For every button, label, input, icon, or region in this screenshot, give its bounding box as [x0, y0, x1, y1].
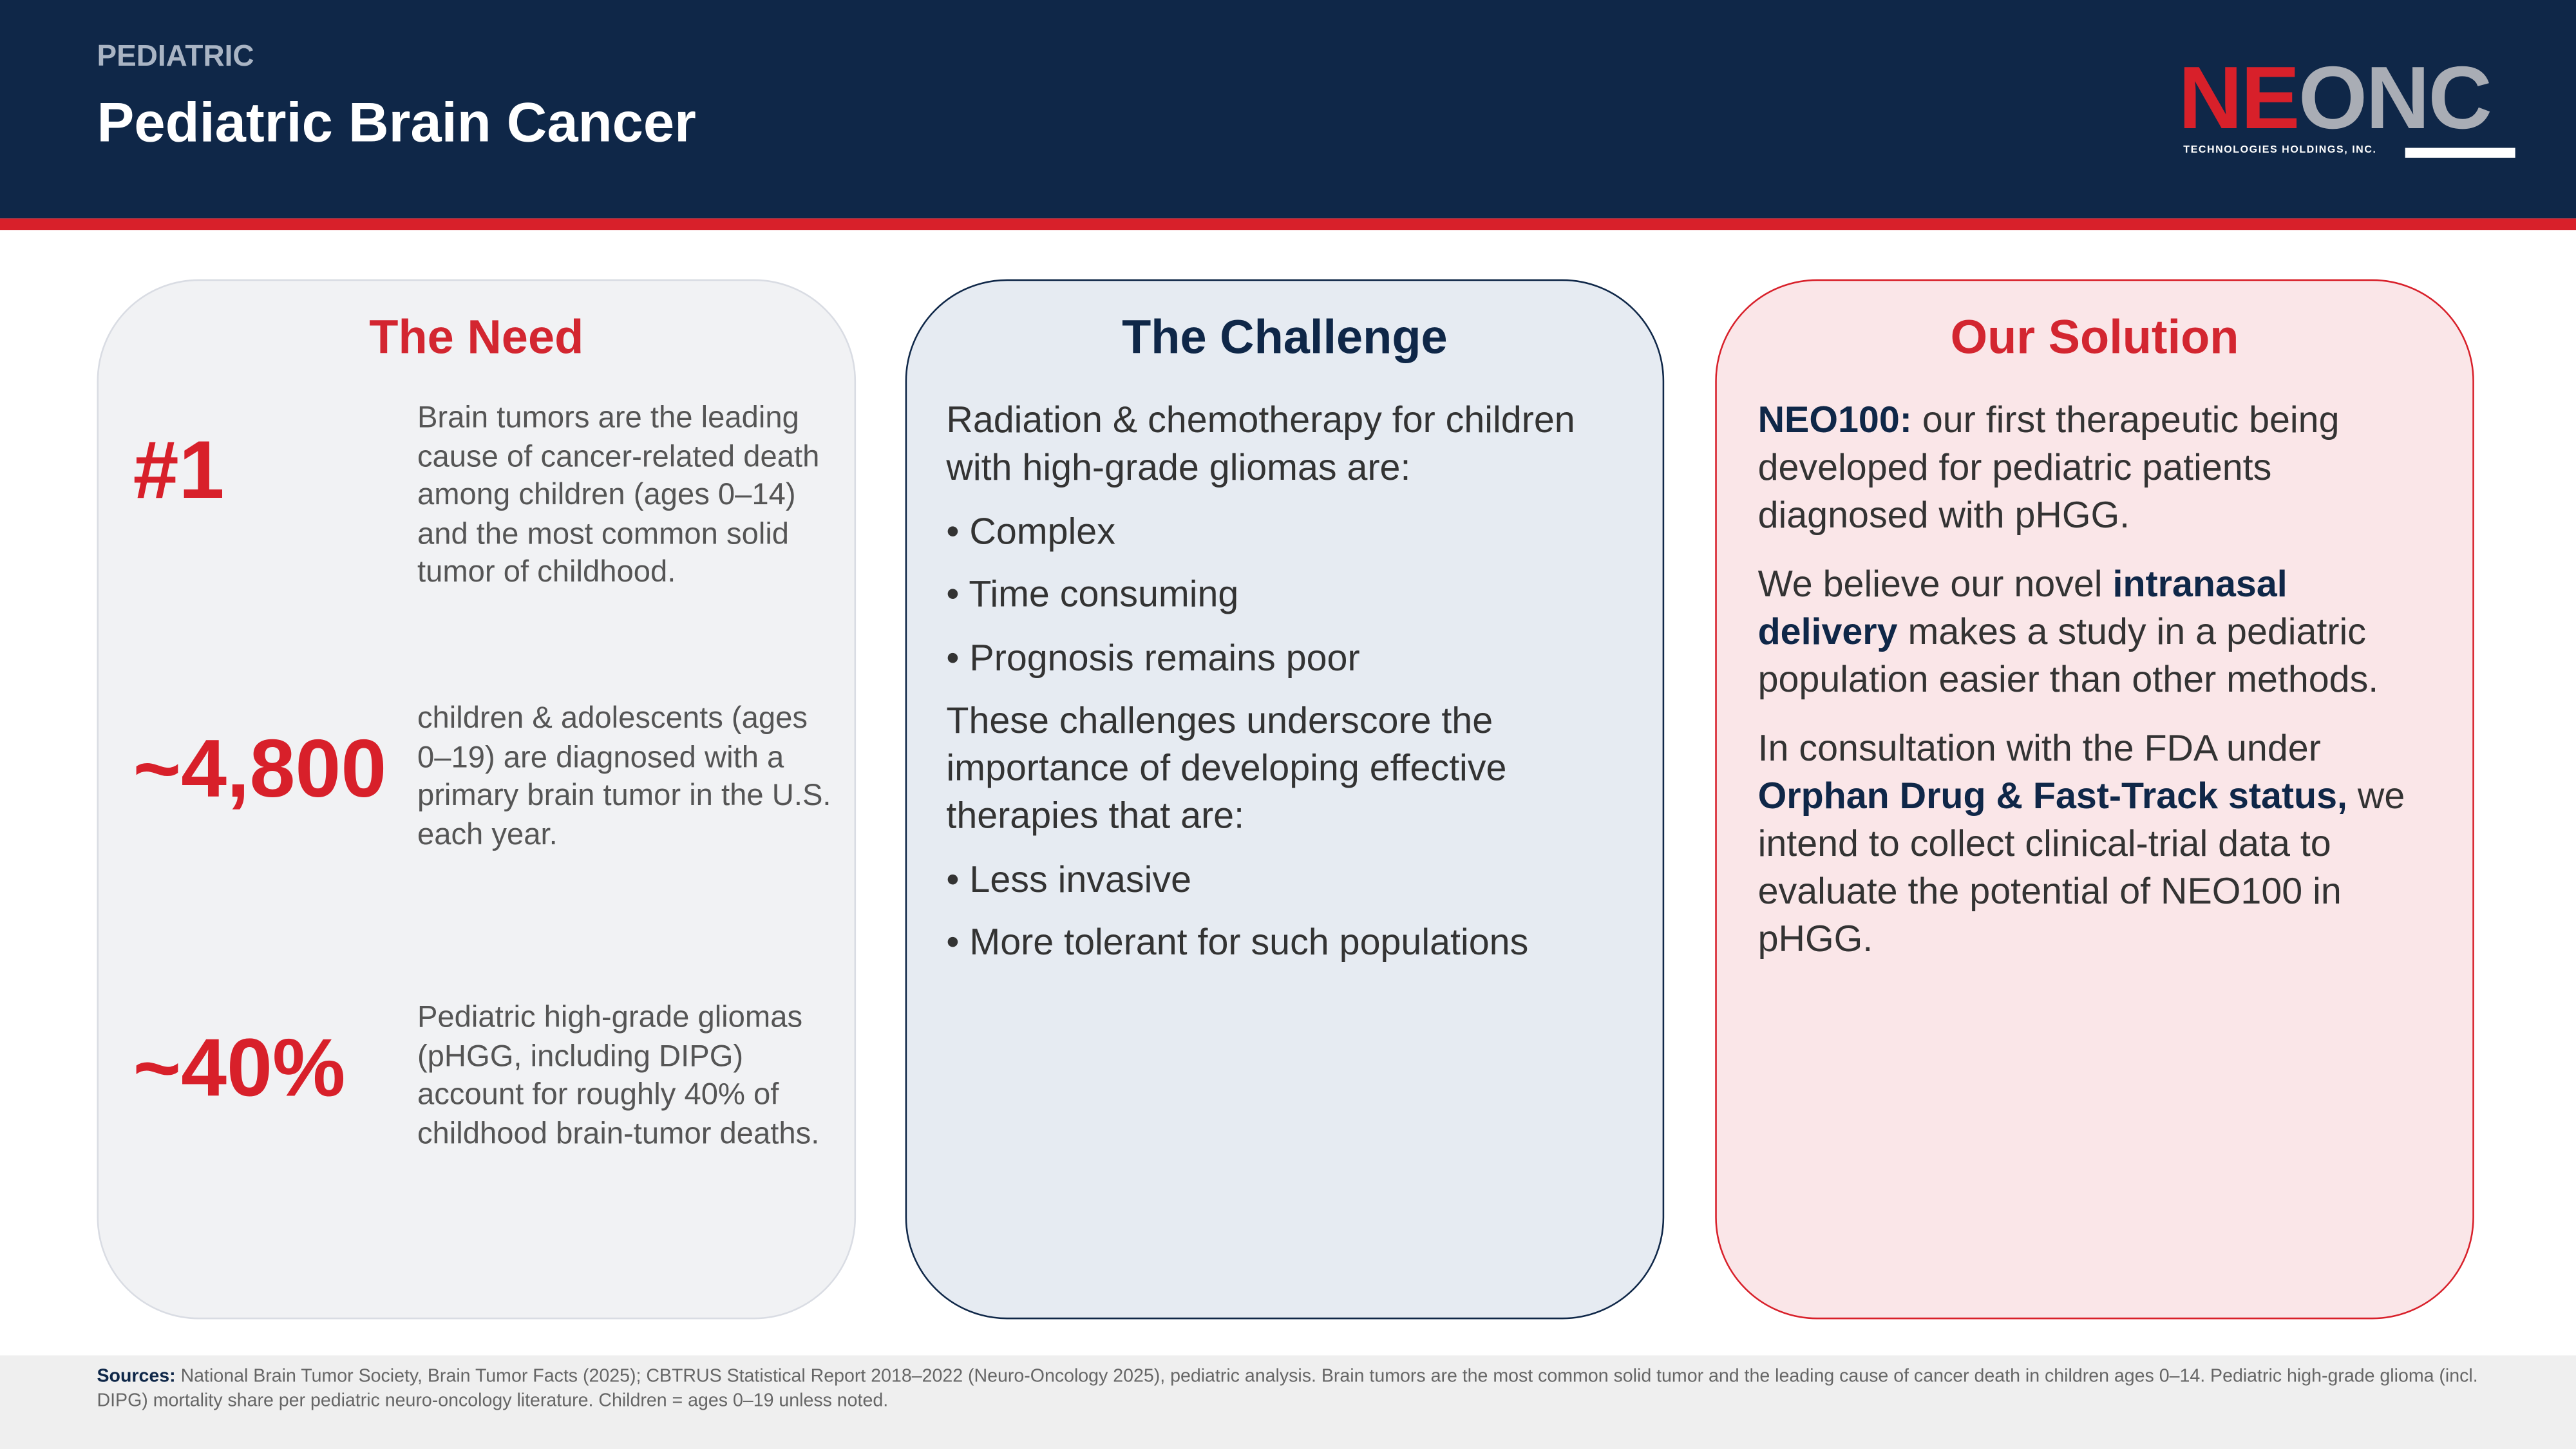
emphasis: intranasal delivery	[1757, 563, 2287, 652]
stat-figure: ~4,800	[133, 723, 387, 815]
bullet: • Prognosis remains poor	[946, 636, 1360, 678]
paragraph: We believe our novel intranasal delivery…	[1758, 560, 2437, 703]
sources-label: Sources:	[97, 1367, 176, 1387]
header-band	[0, 0, 2576, 219]
text-run: makes a study in a pediatric population …	[1757, 611, 2379, 700]
header-strip	[0, 218, 2576, 231]
paragraph: NEO100: our first therapeutic being deve…	[1758, 396, 2437, 539]
card-heading: The Challenge	[1122, 312, 1448, 365]
logo-tagline: TECHNOLOGIES HOLDINGS, INC.	[2183, 144, 2377, 156]
stat-figure: #1	[133, 424, 225, 516]
bullet: • Complex	[946, 510, 1115, 551]
bullet: • Less invasive	[946, 858, 1192, 900]
paragraph: These challenges underscore the importan…	[946, 699, 1507, 837]
logo: NEONC TECHNOLOGIES HOLDINGS, INC.	[2179, 50, 2517, 165]
text-run: we intend to collect clinical-trial data…	[1757, 775, 2405, 960]
solution-body: NEO100: our first therapeutic being deve…	[1758, 396, 2437, 984]
card-heading: The Need	[369, 312, 584, 365]
card-heading: Our Solution	[1950, 312, 2239, 365]
footer-band	[0, 1355, 2576, 1449]
need-card: The Need #1 Brain tumors are the leading…	[97, 279, 857, 1320]
slide-title: Pediatric Brain Cancer	[97, 91, 696, 155]
stat-text: Brain tumors are the leading cause of ca…	[417, 399, 820, 589]
challenge-card: The Challenge Radiation & chemotherapy f…	[905, 279, 1665, 1320]
solution-card: Our Solution NEO100: our first therapeut…	[1715, 279, 2474, 1320]
text-run: We believe our novel	[1757, 563, 2113, 605]
bullet: • More tolerant for such populations	[946, 922, 1529, 963]
section-label: PEDIATRIC	[97, 39, 254, 73]
paragraph: Radiation & chemotherapy for children wi…	[946, 399, 1575, 488]
stat-figure: ~40%	[133, 1021, 346, 1114]
emphasis: NEO100:	[1757, 399, 1912, 440]
text-run: In consultation with the FDA under	[1757, 728, 2321, 769]
bullet: • Time consuming	[946, 573, 1239, 615]
paragraph: In consultation with the FDA under Orpha…	[1758, 724, 2437, 963]
text-run: our first therapeutic being developed fo…	[1757, 399, 2340, 536]
challenge-body: Radiation & chemotherapy for children wi…	[946, 396, 1629, 981]
stat-text: Pediatric high-grade gliomas (pHGG, incl…	[417, 999, 820, 1150]
emphasis: Orphan Drug & Fast-Track status,	[1757, 775, 2347, 817]
logo-bar	[2405, 147, 2515, 158]
stat-text: children & adolescents (ages 0–19) are d…	[417, 699, 831, 851]
logo-primary: NE	[2178, 49, 2300, 148]
sources-text: National Brain Tumor Society, Brain Tumo…	[97, 1367, 2478, 1412]
logo-secondary: ONC	[2298, 49, 2492, 148]
sources: Sources: National Brain Tumor Society, B…	[97, 1365, 2479, 1415]
